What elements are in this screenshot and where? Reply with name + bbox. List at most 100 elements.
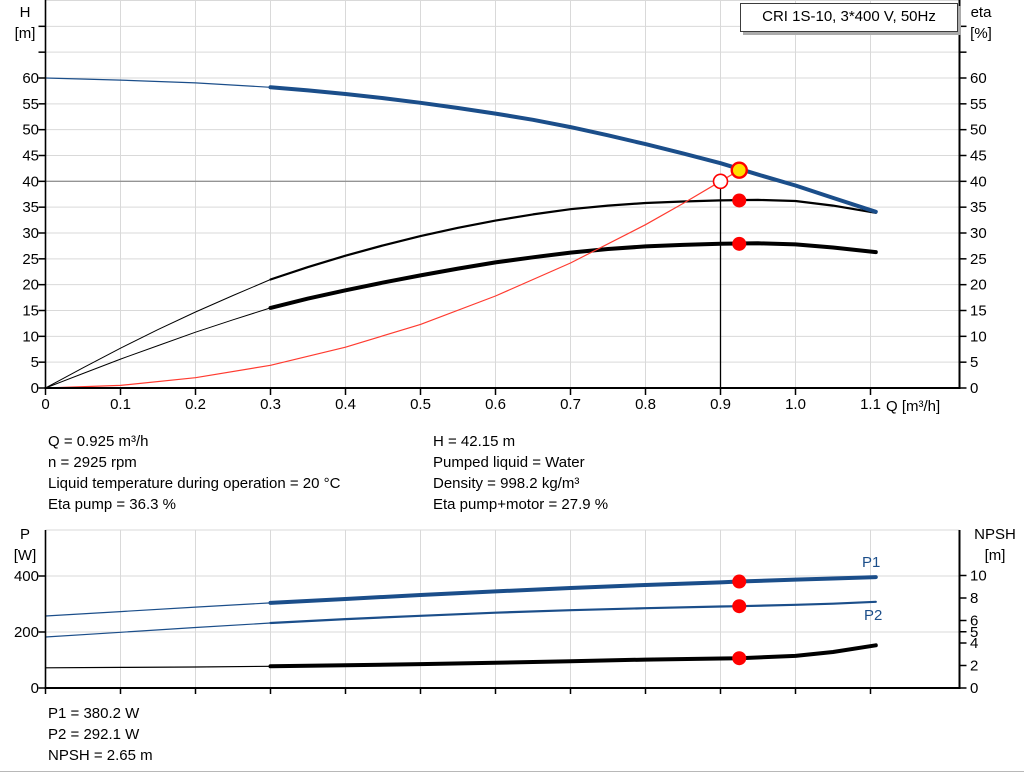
top-x-tick-label: 0.9 [710,396,731,413]
top-right-axis-title: eta [%] [960,2,1002,44]
result-npsh: NPSH = 2.65 m [48,747,153,764]
bot-right-tick-label: 6 [970,613,978,630]
top-left-tick-label: 55 [22,96,39,113]
top-x-tick-label: 0.5 [410,396,431,413]
top-right-tick-label: 50 [970,122,987,139]
bot-right-tick-label: 2 [970,658,978,675]
axis-unit-W: [W] [13,547,37,564]
top-x-tick-label: 0.2 [185,396,206,413]
duty-info-left: Q = 0.925 m³/h n = 2925 rpm Liquid tempe… [48,431,340,515]
bot-right-tick-label: 8 [970,590,978,607]
result-p1: P1 = 380.2 W [48,705,140,722]
top-left-tick-label: 5 [31,354,39,371]
info-head: H = 42.15 m [433,433,516,450]
top-head-curve [268,85,878,214]
top-left-tick-label: 30 [22,225,39,242]
bottom-divider [0,771,1024,772]
top-x-tick-label: 0.8 [635,396,656,413]
bot-P1-curve [268,575,878,605]
top-left-axis-title: H [m] [6,2,44,44]
axis-title-H: H [19,4,31,21]
top-right-tick-label: 45 [970,147,987,164]
top-right-tick-label: 55 [970,96,987,113]
info-eta-pump-motor: Eta pump+motor = 27.9 % [433,496,609,513]
npsh-point-marker[interactable] [732,651,747,666]
info-liquid-temp: Liquid temperature during operation = 20… [48,475,341,492]
top-x-tick-label: 0.4 [335,396,356,413]
axis-title-NPSH: NPSH [974,526,1016,543]
p2-point-marker[interactable] [732,599,747,614]
bot-left-tick-label: 200 [14,624,39,641]
axis-unit-m: [m] [14,25,36,42]
bot-left-tick-label: 400 [14,568,39,585]
top-x-tick-label: 0.1 [110,396,131,413]
top-left-tick-label: 35 [22,199,39,216]
bot-NPSH-curve [268,643,878,669]
top-left-tick-label: 15 [22,302,39,319]
eta-pump-point-marker[interactable] [732,193,747,208]
top-x-tick-label: 1.1 [860,396,881,413]
axis-title-P: P [19,526,30,543]
top-eta-pump-curve-thin [45,279,271,389]
top-x-tick-label: 0.3 [260,396,281,413]
top-right-tick-label: 10 [970,328,987,345]
axis-unit-m2: [m] [984,547,1006,564]
pump-title-box: CRI 1S-10, 3*400 V, 50Hz [740,3,958,32]
axis-unit-pct: [%] [970,25,992,42]
duty-point-marker[interactable] [712,173,729,190]
top-x-tick-label: 0 [41,396,49,413]
p2-curve-label: P2 [864,607,883,624]
eta-pump-motor-point-marker[interactable] [732,236,747,251]
top-left-tick-label: 10 [22,328,39,345]
bot-left-tick-label: 0 [31,680,39,697]
bot-right-tick-label: 10 [970,568,987,585]
top-left-tick-label: 20 [22,277,39,294]
top-right-tick-label: 30 [970,225,987,242]
top-left-tick-label: 40 [22,173,39,190]
info-speed: n = 2925 rpm [48,454,137,471]
top-head-curve-thin [45,77,271,88]
bot-right-tick-label: 5 [970,624,978,641]
info-pumped-liquid: Pumped liquid = Water [433,454,585,471]
top-right-tick-label: 15 [970,302,987,319]
p1-curve-label: P1 [862,554,881,571]
bot-P2-curve-thin [45,622,271,638]
top-left-tick-label: 25 [22,251,39,268]
top-x-tick-label: 0.7 [560,396,581,413]
bot-right-tick-label: 0 [970,680,978,697]
bottom-left-axis-title: P [W] [6,524,44,566]
bot-P1-curve-thin [45,602,271,617]
result-block: P1 = 380.2 W P2 = 292.1 W NPSH = 2.65 m [48,703,153,766]
top-eta-pump-curve [269,198,877,281]
top-left-tick-label: 50 [22,122,39,139]
pump-title-label: CRI 1S-10, 3*400 V, 50Hz [762,8,936,25]
top-right-tick-label: 25 [970,251,987,268]
top-system-curve-curve-thin [45,169,740,389]
bot-right-tick-label: 4 [970,635,978,652]
operating-point-marker[interactable] [730,161,748,179]
info-eta-pump: Eta pump = 36.3 % [48,496,176,513]
top-x-tick-label: 0.6 [485,396,506,413]
bottom-right-axis-title: NPSH [m] [968,524,1022,566]
axis-title-eta: eta [970,4,992,21]
top-eta-pump-motor-curve-thin [45,307,271,389]
top-right-tick-label: 40 [970,173,987,190]
p1-point-marker[interactable] [732,574,747,589]
x-axis-unit: Q [m³/h] [886,398,941,415]
bot-P2-curve [269,600,877,625]
info-density: Density = 998.2 kg/m³ [433,475,580,492]
top-right-tick-label: 0 [970,380,978,397]
top-right-tick-label: 35 [970,199,987,216]
bot-NPSH-curve-thin [45,665,271,669]
top-eta-pump-motor-curve [268,241,878,310]
info-flow: Q = 0.925 m³/h [48,433,149,450]
result-p2: P2 = 292.1 W [48,726,140,743]
top-left-tick-label: 0 [31,380,39,397]
top-x-tick-label: 1.0 [785,396,806,413]
top-right-tick-label: 20 [970,277,987,294]
top-left-tick-label: 60 [22,70,39,87]
top-right-tick-label: 5 [970,354,978,371]
duty-info-right: H = 42.15 m Pumped liquid = Water Densit… [433,431,608,515]
